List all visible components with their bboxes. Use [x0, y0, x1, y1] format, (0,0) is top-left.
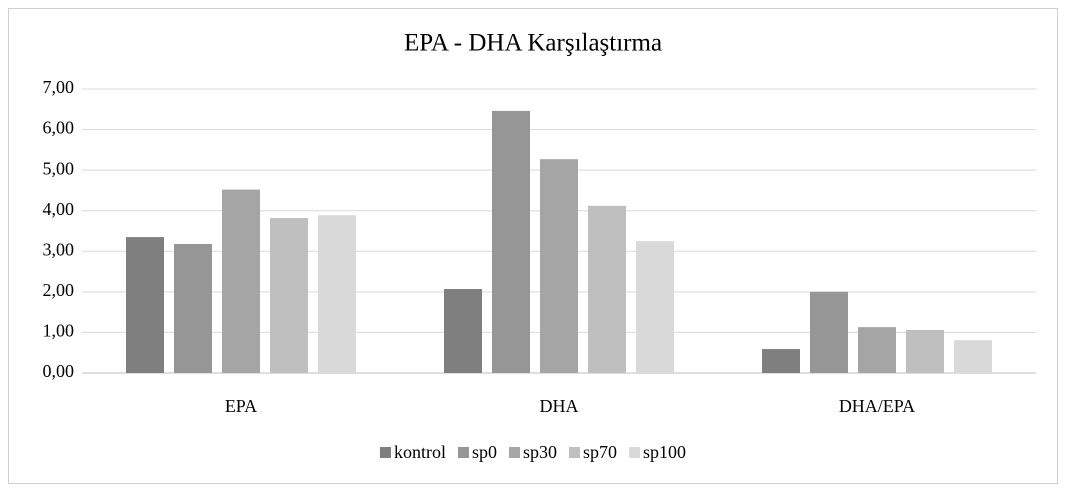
legend-label: sp0 [472, 442, 497, 462]
bar [174, 243, 212, 373]
bar [222, 189, 260, 373]
bar [954, 340, 992, 373]
bar [444, 289, 482, 373]
y-tick-label: 1,00 [43, 321, 75, 341]
bar [126, 237, 164, 373]
legend-label: sp30 [523, 442, 557, 462]
bar [270, 218, 308, 373]
x-tick-label: DHA [540, 396, 579, 416]
legend-label: sp70 [583, 442, 617, 462]
bar [762, 349, 800, 373]
legend-swatch [569, 447, 580, 458]
legend-swatch [629, 447, 641, 458]
y-tick-label: 3,00 [43, 239, 75, 259]
bar [318, 215, 356, 373]
legend-label: kontrol [394, 442, 446, 462]
legend-swatch [379, 447, 391, 458]
legend-label: sp100 [643, 442, 686, 462]
y-tick-label: 2,00 [43, 280, 75, 300]
bar [858, 327, 896, 373]
x-tick-label: DHA/EPA [839, 396, 915, 416]
bar [588, 205, 626, 373]
y-tick-label: 5,00 [43, 158, 75, 178]
bar [636, 241, 674, 373]
y-tick-label: 4,00 [43, 199, 75, 219]
y-tick-label: 0,00 [43, 361, 75, 381]
y-tick-label: 7,00 [43, 77, 75, 97]
bar [810, 291, 848, 373]
legend-swatch [457, 447, 469, 458]
bar [540, 159, 578, 373]
chart-title: EPA - DHA Karşılaştırma [404, 30, 662, 57]
y-tick-label: 6,00 [43, 118, 75, 138]
bar [906, 329, 944, 373]
bar [492, 110, 530, 373]
x-tick-label: EPA [225, 396, 257, 416]
legend-swatch [508, 447, 520, 458]
